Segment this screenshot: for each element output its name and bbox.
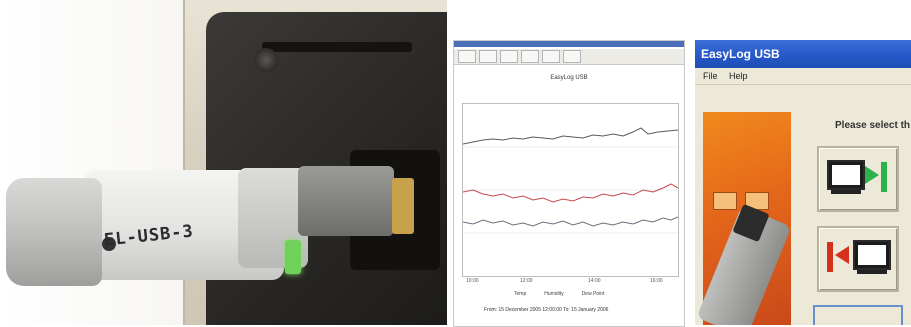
pc-slot <box>262 42 412 52</box>
monitor-stand <box>831 190 861 194</box>
status-led <box>285 240 301 274</box>
x-tick-label: 12:00 <box>520 278 533 284</box>
legend-item-dew-point: Dew Point <box>581 291 605 297</box>
toolbar-settings-button[interactable] <box>563 50 581 63</box>
download-data-button[interactable] <box>817 226 899 292</box>
series-dew-line <box>462 216 679 227</box>
menu-help[interactable]: Help <box>729 71 748 81</box>
logger-cap <box>6 178 102 286</box>
usb-logger-photo: EL-USB-3 <box>0 0 447 325</box>
toolbar-zoom-in-button[interactable] <box>521 50 539 63</box>
graph-date-range: From: 15 December 2005 12:00:00 To: 15 J… <box>484 307 609 313</box>
splash-graphic <box>696 112 792 325</box>
usb-connector <box>392 178 414 234</box>
app-menubar <box>695 68 911 85</box>
toolbar-save-button[interactable] <box>479 50 497 63</box>
graph-legend: Temp Humidity Dew Point <box>514 291 604 297</box>
monitor-stand <box>857 270 887 274</box>
red-bar-icon <box>827 242 833 272</box>
red-arrow-icon <box>835 246 849 264</box>
usb-data-logger <box>6 148 406 298</box>
toolbar-zoom-out-button[interactable] <box>542 50 560 63</box>
app-window: EasyLog USB File Help Please select th <box>695 40 911 325</box>
monitor-icon <box>853 240 891 270</box>
setup-logger-button[interactable] <box>817 146 899 212</box>
graph-toolbar <box>454 49 684 65</box>
app-title: EasyLog USB <box>701 47 780 61</box>
series-humidity-line <box>462 183 679 203</box>
select-prompt: Please select th <box>835 120 911 131</box>
bottom-action-button[interactable] <box>813 305 903 325</box>
graph-window: EasyLog USB 10:00 12:00 14:00 16:00 Temp… <box>453 40 685 327</box>
x-tick-label: 10:00 <box>466 278 479 284</box>
monitor-icon <box>827 160 865 190</box>
green-bar-icon <box>881 162 887 192</box>
graph-plot <box>462 127 679 234</box>
x-tick-label: 14:00 <box>588 278 601 284</box>
brand-logo-icon <box>102 237 116 251</box>
splash-thumbnail <box>713 192 737 210</box>
legend-item-temp: Temp <box>514 291 527 297</box>
legend-item-humidity: Humidity <box>544 291 564 297</box>
app-titlebar: EasyLog USB <box>695 40 911 68</box>
green-arrow-icon <box>865 166 879 184</box>
logger-plug <box>298 166 394 236</box>
x-tick-label: 16:00 <box>650 278 663 284</box>
graph-title: EasyLog USB <box>550 75 588 81</box>
graph-titlebar <box>454 41 684 47</box>
toolbar-print-button[interactable] <box>500 50 518 63</box>
pc-knob <box>254 48 278 72</box>
toolbar-open-button[interactable] <box>458 50 476 63</box>
menu-file[interactable]: File <box>703 71 718 81</box>
series-temp-line <box>462 127 679 145</box>
graph-plot-area <box>462 103 679 277</box>
